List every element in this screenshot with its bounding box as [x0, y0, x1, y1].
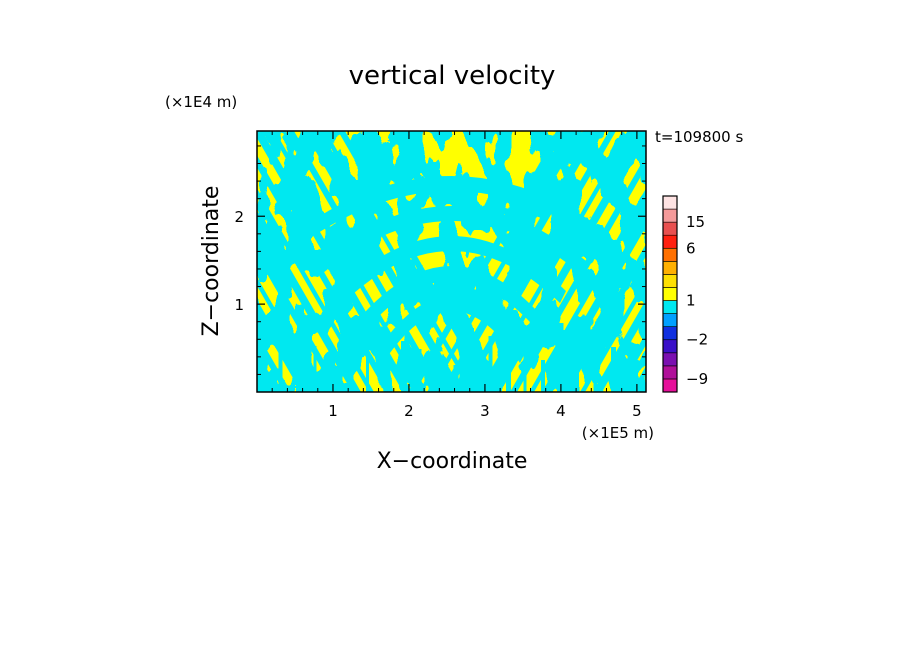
colorbar-swatch	[662, 352, 678, 367]
colorbar-swatch	[662, 234, 678, 249]
y-tick-label: 2	[234, 208, 244, 226]
colorbar-swatch	[662, 247, 678, 262]
y-axis-scale-label: (×1E4 m)	[165, 93, 237, 111]
x-axis-label: X−coordinate	[377, 449, 528, 474]
colorbar-label: 6	[686, 239, 696, 257]
colorbar-swatch	[662, 208, 678, 223]
x-tick-label: 5	[632, 402, 642, 420]
colorbar-swatch	[662, 274, 678, 288]
colorbar-swatch	[662, 221, 678, 236]
velocity-band	[257, 365, 272, 392]
colorbar-swatch	[662, 326, 678, 341]
x-tick-label: 3	[480, 402, 490, 420]
colorbar-swatch	[662, 313, 678, 327]
x-axis-scale-label: (×1E5 m)	[582, 424, 654, 442]
x-tick-label: 4	[556, 402, 566, 420]
x-tick-label: 1	[328, 402, 338, 420]
plot-area	[257, 131, 646, 392]
colorbar-swatch	[662, 300, 678, 314]
axis-ticks	[257, 131, 646, 392]
x-tick-label: 2	[404, 402, 414, 420]
colorbar-swatch	[662, 339, 678, 354]
velocity-band	[631, 365, 646, 392]
x-tick-labels: 1 2 3 4 5	[328, 402, 641, 420]
colorbar	[662, 195, 678, 393]
y-tick-labels: 1 2	[234, 208, 244, 314]
y-axis-label: Z−coordinate	[199, 186, 224, 337]
y-tick-label: 1	[234, 296, 244, 314]
colorbar-label: −9	[686, 370, 708, 388]
colorbar-frame	[662, 195, 678, 393]
negative-velocity-blobs	[257, 131, 646, 392]
colorbar-swatch	[662, 261, 678, 275]
colorbar-swatch	[662, 195, 678, 210]
colorbar-label: 1	[686, 292, 696, 310]
colorbar-label: −2	[686, 331, 708, 349]
colorbar-labels: 15 6 1 −2 −9	[686, 213, 708, 388]
colorbar-swatch	[662, 287, 678, 301]
colorbar-swatch	[662, 365, 678, 380]
colorbar-label: 15	[686, 213, 705, 231]
time-label: t=109800 s	[655, 128, 743, 146]
plot-frame	[256, 130, 647, 393]
chart-title: vertical velocity	[349, 61, 556, 91]
colorbar-swatch	[662, 378, 678, 393]
